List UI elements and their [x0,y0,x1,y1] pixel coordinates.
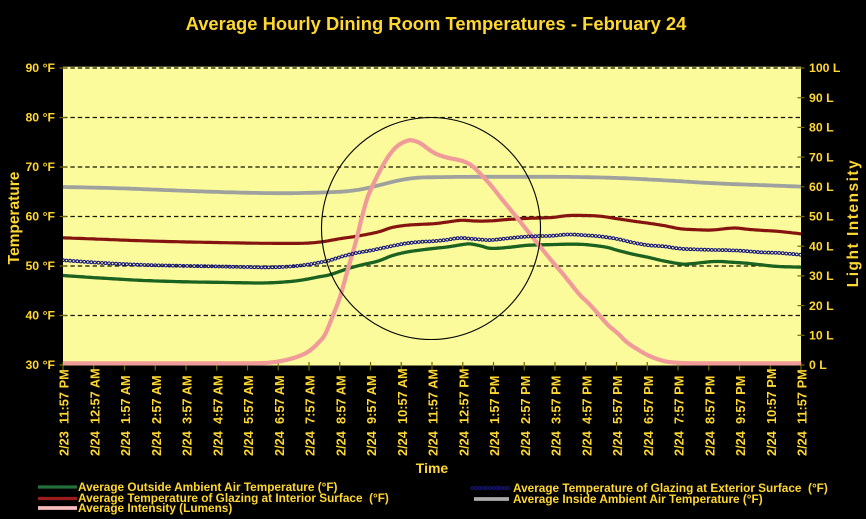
svg-text:90 L: 90 L [809,91,834,105]
svg-text:Temperature: Temperature [6,171,23,264]
svg-text:2/24 10:57 AM: 2/24 10:57 AM [395,368,410,456]
svg-text:2/24 9:57 AM: 2/24 9:57 AM [364,375,379,456]
svg-text:20 L: 20 L [809,299,834,313]
svg-text:Average Hourly Dining Room Tem: Average Hourly Dining Room Temperatures … [186,13,688,34]
svg-text:Average Outside Ambient Air Te: Average Outside Ambient Air Temperature … [78,480,338,494]
svg-text:2/24 3:57 PM: 2/24 3:57 PM [549,376,564,456]
svg-text:Light Intensity: Light Intensity [845,159,862,287]
svg-text:2/24 9:57 PM: 2/24 9:57 PM [733,376,748,456]
svg-text:70 L: 70 L [809,150,834,164]
svg-text:2/24 5:57 AM: 2/24 5:57 AM [241,375,256,456]
svg-text:2/24 11:57 PM: 2/24 11:57 PM [795,369,810,456]
svg-text:50 °F: 50 °F [25,259,55,273]
svg-text:2/24 2:57 AM: 2/24 2:57 AM [149,375,164,456]
svg-text:40 L: 40 L [809,239,834,253]
svg-text:2/24 5:57 PM: 2/24 5:57 PM [610,376,625,456]
svg-text:2/24 12:57 AM: 2/24 12:57 AM [87,368,102,456]
svg-text:30 °F: 30 °F [25,358,55,372]
svg-text:0 L: 0 L [809,358,827,372]
svg-text:2/24 7:57 AM: 2/24 7:57 AM [303,375,318,456]
svg-text:2/24 10:57 PM: 2/24 10:57 PM [764,369,779,457]
svg-text:30 L: 30 L [809,269,834,283]
svg-text:60 °F: 60 °F [25,210,55,224]
svg-text:90 °F: 90 °F [25,61,55,75]
svg-text:2/24 4:57 AM: 2/24 4:57 AM [210,375,225,456]
svg-text:50 L: 50 L [809,210,834,224]
svg-text:2/23 11:57 PM: 2/23 11:57 PM [57,369,72,456]
svg-text:2/24 1:57 AM: 2/24 1:57 AM [118,375,133,456]
svg-text:2/24 8:57 AM: 2/24 8:57 AM [333,375,348,456]
svg-text:70 °F: 70 °F [25,160,55,174]
svg-text:2/24 6:57 PM: 2/24 6:57 PM [641,376,656,456]
svg-text:2/24 2:57 PM: 2/24 2:57 PM [518,376,533,456]
svg-text:2/24 12:57 PM: 2/24 12:57 PM [456,369,471,457]
svg-text:80 L: 80 L [809,121,834,135]
svg-text:10 L: 10 L [809,329,834,343]
svg-text:2/24 3:57 AM: 2/24 3:57 AM [180,375,195,456]
svg-text:2/24 8:57 PM: 2/24 8:57 PM [702,376,717,456]
svg-text:2/24 4:57 PM: 2/24 4:57 PM [579,376,594,456]
svg-text:Average Intensity (Lumens): Average Intensity (Lumens) [78,501,232,515]
svg-text:80 °F: 80 °F [25,111,55,125]
svg-text:2/24 11:57 AM: 2/24 11:57 AM [426,369,441,456]
svg-text:Average Temperature of Glazing: Average Temperature of Glazing at Exteri… [513,481,828,495]
svg-text:60 L: 60 L [809,180,834,194]
svg-text:Average Inside Ambient Air Tem: Average Inside Ambient Air Temperature (… [513,492,763,506]
svg-text:2/24 7:57 PM: 2/24 7:57 PM [672,376,687,456]
svg-text:40 °F: 40 °F [25,309,55,323]
svg-text:Time: Time [416,460,449,476]
svg-text:2/24 6:57 AM: 2/24 6:57 AM [272,375,287,456]
svg-text:100 L: 100 L [809,61,841,75]
svg-text:2/24 1:57 PM: 2/24 1:57 PM [487,376,502,456]
svg-text:Average Temperature of Glazing: Average Temperature of Glazing at Interi… [78,491,389,505]
